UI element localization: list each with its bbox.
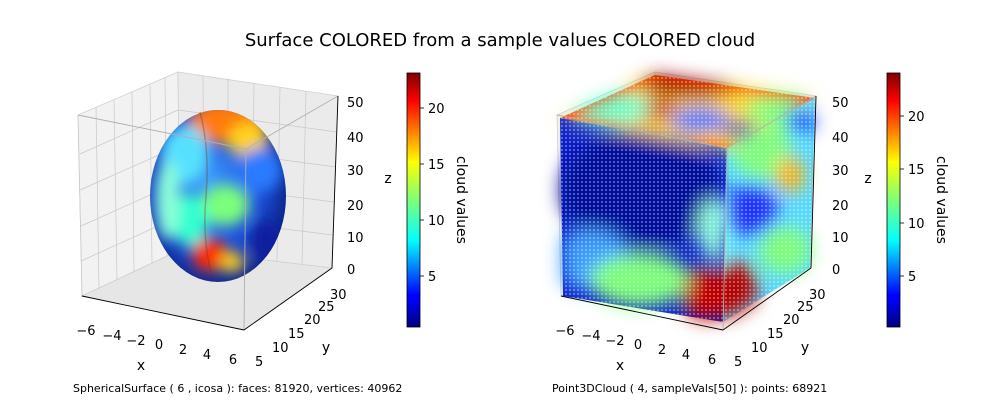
left-plot: −6 −4 −2 0 2 4 6 x 5 10 15 20 25 30 y 0 …: [73, 71, 469, 395]
right-x-tick: 0: [634, 338, 642, 353]
figure-title: Surface COLORED from a sample values COL…: [245, 30, 755, 51]
left-z-ticks: 0 10 20 30 40 50: [347, 96, 364, 278]
right-caption: Point3DCloud ( 4, sampleVals[50] ): poin…: [552, 382, 827, 395]
right-cbar-tick: 10: [908, 217, 925, 232]
right-y-ticks: 5 10 15 20 25 30: [734, 288, 826, 370]
left-x-tick: 4: [203, 348, 211, 363]
right-y-tick: 5: [734, 355, 742, 370]
left-colorbar: [406, 72, 421, 328]
right-point-cloud: [560, 75, 815, 322]
left-surface: [150, 110, 286, 282]
left-x-tick: −6: [76, 324, 95, 339]
right-plot: −6 −4 −2 0 2 4 6 x 5 10 15 20 25 30 y 0 …: [552, 71, 949, 395]
right-y-label: y: [801, 340, 809, 356]
left-z-tick: 40: [347, 131, 364, 146]
left-y-tick: 30: [330, 288, 347, 303]
right-z-tick: 40: [832, 131, 849, 146]
left-z-tick: 10: [347, 231, 364, 246]
left-y-tick: 15: [288, 327, 305, 342]
right-cbar-tick: 5: [908, 270, 916, 285]
left-x-tick: 6: [229, 353, 237, 368]
left-y-tick: 10: [272, 341, 289, 356]
right-y-tick: 20: [783, 313, 800, 328]
right-z-tick: 30: [832, 164, 849, 179]
left-y-tick: 5: [255, 355, 263, 370]
right-z-ticks: 0 10 20 30 40 50: [832, 96, 849, 278]
left-cbar-tick: 10: [428, 214, 445, 229]
right-z-tick: 10: [832, 231, 849, 246]
right-cbar-tick: 20: [908, 110, 925, 125]
left-z-tick: 20: [347, 199, 364, 214]
left-y-tick: 25: [318, 300, 335, 315]
right-x-tick: 4: [682, 348, 690, 363]
left-x-label: x: [137, 358, 145, 374]
right-colorbar: [886, 72, 901, 328]
right-x-tick: −4: [581, 329, 600, 344]
left-z-tick: 30: [347, 164, 364, 179]
left-x-ticks: −6 −4 −2 0 2 4 6: [76, 324, 237, 368]
right-z-tick: 20: [832, 199, 849, 214]
left-x-tick: −4: [102, 329, 121, 344]
right-y-tick: 15: [767, 327, 784, 342]
left-caption: SphericalSurface ( 6 , icosa ): faces: 8…: [73, 382, 402, 395]
left-y-label: y: [322, 340, 330, 356]
left-cbar-tick: 15: [428, 158, 445, 173]
left-x-tick: −2: [126, 334, 145, 349]
right-y-tick: 25: [797, 300, 814, 315]
left-y-tick: 20: [304, 313, 321, 328]
right-cbar-label: cloud values: [933, 156, 949, 244]
right-z-label: z: [864, 171, 871, 187]
left-cbar-label: cloud values: [453, 156, 469, 244]
left-z-label: z: [384, 171, 391, 187]
right-cbar-tick: 15: [908, 163, 925, 178]
right-x-label: x: [616, 358, 624, 374]
right-x-ticks: −6 −4 −2 0 2 4 6: [555, 324, 716, 368]
left-z-tick: 50: [347, 96, 364, 111]
right-x-tick: −6: [555, 324, 574, 339]
right-z-tick: 50: [832, 96, 849, 111]
left-x-tick: 0: [155, 338, 163, 353]
right-x-tick: −2: [605, 334, 624, 349]
left-y-ticks: 5 10 15 20 25 30: [255, 288, 347, 370]
right-x-tick: 2: [658, 343, 666, 358]
right-z-tick: 0: [832, 263, 840, 278]
right-y-tick: 30: [809, 288, 826, 303]
right-x-tick: 6: [708, 353, 716, 368]
left-cbar-tick: 5: [428, 270, 436, 285]
left-z-tick: 0: [347, 263, 355, 278]
left-cbar-tick: 20: [428, 102, 445, 117]
right-y-tick: 10: [751, 341, 768, 356]
left-x-tick: 2: [179, 343, 187, 358]
